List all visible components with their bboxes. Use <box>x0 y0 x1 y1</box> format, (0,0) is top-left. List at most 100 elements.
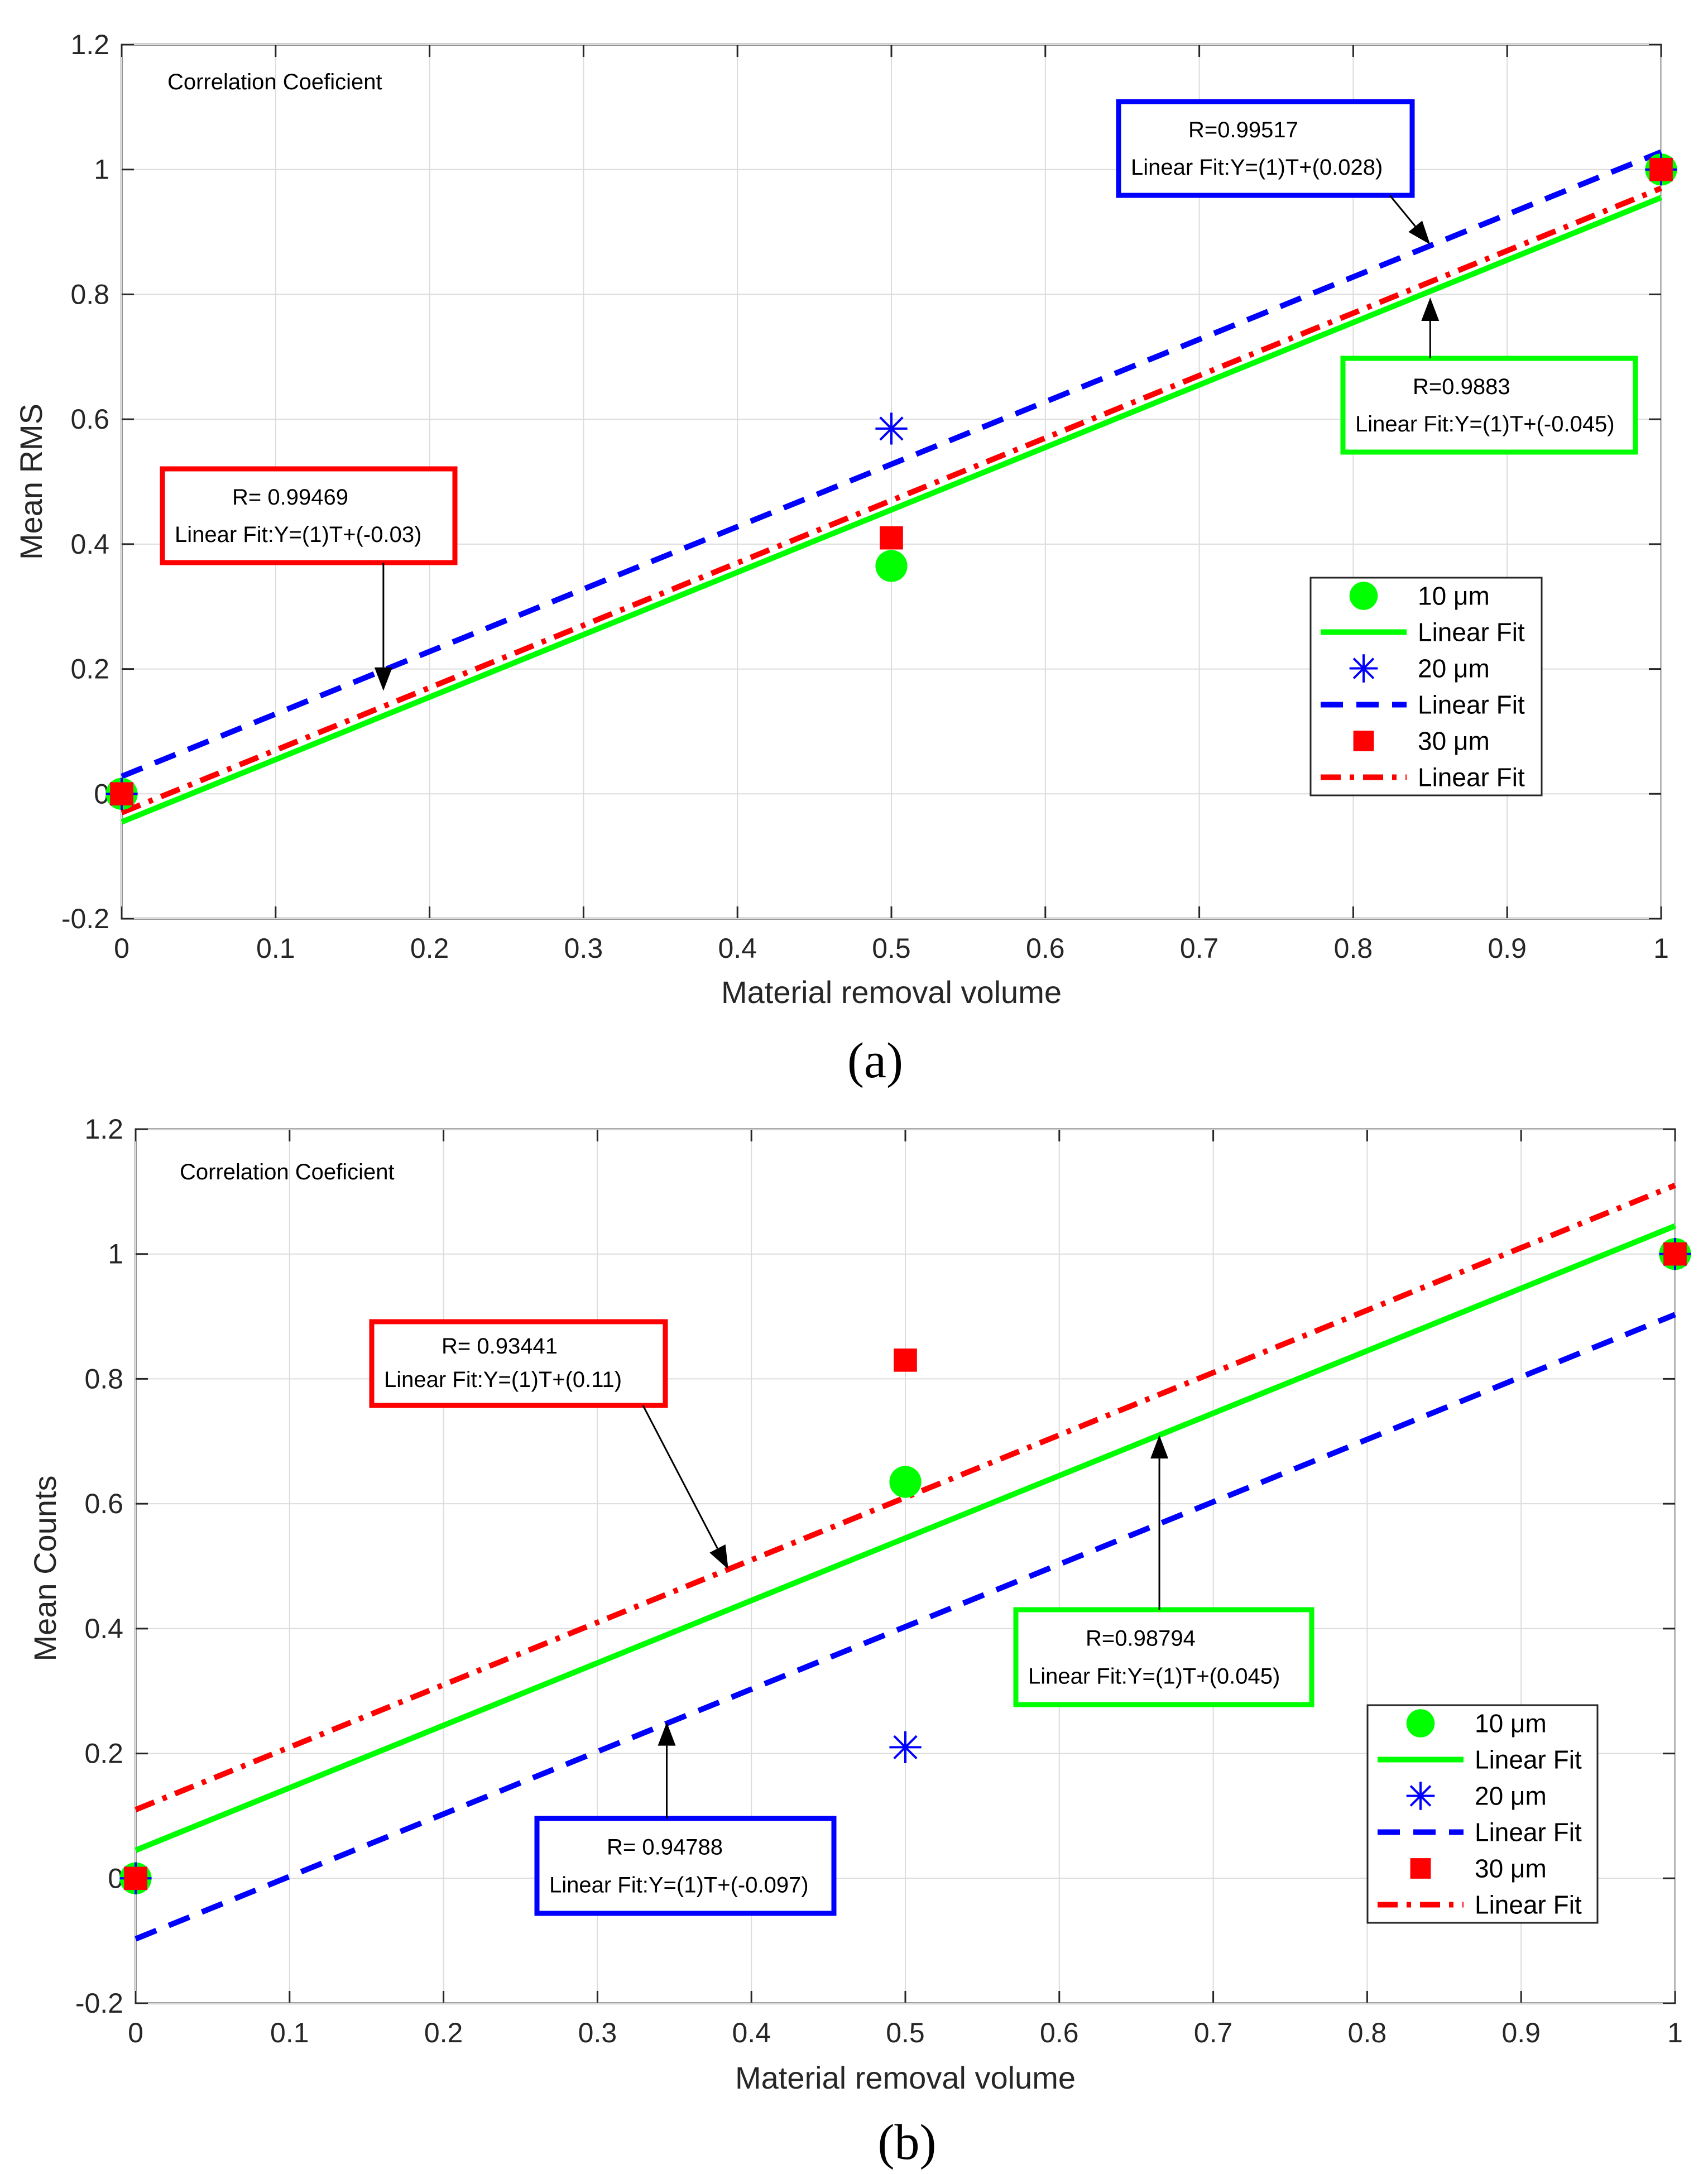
legend-label: Linear Fit <box>1475 1890 1582 1919</box>
x-tick-label: 1 <box>1653 933 1669 964</box>
data-point-square <box>124 1866 147 1890</box>
x-axis-label-a: Material removal volume <box>721 975 1062 1010</box>
annotation-r: R= 0.94788 <box>607 1835 723 1860</box>
y-axis-label-b: Mean Counts <box>27 1475 63 1661</box>
x-tick-label: 0.6 <box>1040 2017 1079 2048</box>
data-point-circle <box>875 550 908 582</box>
y-tick-label: 1.2 <box>84 1114 123 1145</box>
data-point-asterisk <box>889 1731 922 1763</box>
x-tick-label: 0.3 <box>564 933 603 964</box>
caption-b: (b) <box>878 2115 937 2170</box>
x-tick-label: 0.3 <box>578 2017 617 2048</box>
x-tick-label: 0.8 <box>1348 2017 1387 2048</box>
annotation-fit: Linear Fit:Y=(1)T+(0.11) <box>384 1367 622 1392</box>
tick-labels-b: 0 0.1 0.2 0.3 0.4 0.5 0.6 0.7 0.8 0.9 1-0.200.20.4… <box>75 1114 1683 2048</box>
y-tick-label: 0.4 <box>70 529 109 560</box>
annotation-arrow <box>642 1405 718 1549</box>
x-tick-label: 0 <box>114 933 129 964</box>
x-tick-label: 0.2 <box>410 933 449 964</box>
annotation-fit: Linear Fit:Y=(1)T+(0.045) <box>1028 1664 1280 1689</box>
annotations-b: R= 0.93441 Linear Fit:Y=(1)T+(0.11) R=0.98… <box>369 1319 1314 1916</box>
x-tick-label: 0.2 <box>424 2017 463 2048</box>
corner-note-a: Correlation Coeficient <box>167 70 382 94</box>
legend-label: 10 μm <box>1475 1709 1547 1738</box>
fit-lines-a <box>121 149 1662 825</box>
data-point-square <box>1663 1242 1687 1266</box>
annotation-arrow <box>1389 195 1416 227</box>
x-tick-label: 0 <box>128 2017 143 2048</box>
fit-line-10m <box>121 195 1662 825</box>
x-tick-label: 0.1 <box>256 933 295 964</box>
legend-label: 10 μm <box>1418 582 1490 611</box>
tick-labels-a: 0 0.1 0.2 0.3 0.4 0.5 0.6 0.7 0.8 0.9 1-0.200.20.4… <box>61 29 1669 964</box>
y-tick-label: 0.6 <box>84 1488 123 1519</box>
legend-marker-symbol <box>1353 731 1374 751</box>
x-tick-label: 1 <box>1667 2017 1683 2048</box>
fit-line-20m <box>135 1312 1676 1942</box>
chart-b: 0 0.1 0.2 0.3 0.4 0.5 0.6 0.7 0.8 0.9 1-0.200.20.4… <box>27 1114 1691 2170</box>
annotation-frame <box>160 466 458 565</box>
x-tick-label: 0.5 <box>886 2017 925 2048</box>
legend-marker-symbol <box>1349 654 1378 683</box>
x-tick-label: 0.9 <box>1488 933 1527 964</box>
y-axis-label-a: Mean RMS <box>13 404 49 560</box>
x-tick-label: 0.6 <box>1026 933 1065 964</box>
annotation-fit: Linear Fit:Y=(1)T+(-0.045) <box>1355 412 1615 436</box>
data-point-square <box>894 1348 917 1372</box>
annotation-arrowhead <box>658 1722 676 1746</box>
y-tick-label: 1 <box>94 154 109 185</box>
y-tick-label: 1.2 <box>70 29 109 60</box>
annotation-r: R= 0.93441 <box>442 1334 558 1359</box>
data-points-b <box>119 1238 1691 1894</box>
data-points-a <box>105 153 1677 810</box>
y-tick-label: 0.4 <box>84 1613 123 1644</box>
legend-label: Linear Fit <box>1475 1745 1582 1774</box>
chart-a: 0 0.1 0.2 0.3 0.4 0.5 0.6 0.7 0.8 0.9 1-0.200.20.4… <box>13 29 1677 1088</box>
legend-marker-symbol <box>1410 1858 1431 1879</box>
annotation-box: R=0.98794 Linear Fit:Y=(1)T+(0.045) <box>1013 1435 1314 1707</box>
annotation-frame <box>369 1319 668 1408</box>
legend-b: 10 μm Linear Fit 20 μm Linear Fit 30 μm Linea… <box>1366 1704 1599 1924</box>
data-point-asterisk <box>875 412 908 445</box>
annotation-box: R=0.99517 Linear Fit:Y=(1)T+(0.028) <box>1116 99 1431 244</box>
legend-frame <box>1366 1704 1599 1924</box>
legend-marker-symbol <box>1349 582 1378 610</box>
data-point-square <box>880 526 903 550</box>
y-tick-label: 0.8 <box>84 1363 123 1394</box>
legend-marker-symbol <box>1406 1709 1435 1738</box>
data-point-circle <box>889 1466 922 1498</box>
annotation-box: R=0.9883 Linear Fit:Y=(1)T+(-0.045) <box>1340 297 1638 455</box>
legend-label: 30 μm <box>1418 727 1490 756</box>
legend-label: Linear Fit <box>1418 690 1525 719</box>
corner-note-b: Correlation Coeficient <box>180 1160 395 1184</box>
data-point-square <box>1649 157 1673 181</box>
caption-a: (a) <box>847 1033 903 1088</box>
grid-b <box>135 1128 1676 2004</box>
legend-a: 10 μm Linear Fit 20 μm Linear Fit 30 μm Linea… <box>1309 577 1543 796</box>
fit-line-20m <box>121 149 1662 779</box>
y-tick-label: 0.6 <box>70 404 109 435</box>
annotation-box: R= 0.99469 Linear Fit:Y=(1)T+(-0.03) <box>160 466 458 691</box>
y-tick-label: -0.2 <box>61 903 109 934</box>
x-tick-label: 0.7 <box>1180 933 1219 964</box>
legend-label: Linear Fit <box>1418 763 1525 792</box>
annotation-arrowhead <box>1150 1435 1169 1459</box>
x-tick-label: 0.4 <box>732 2017 771 2048</box>
legend-label: 20 μm <box>1418 654 1490 683</box>
annotation-frame <box>1116 99 1415 198</box>
legend-label: 20 μm <box>1475 1782 1547 1811</box>
annotation-box: R= 0.93441 Linear Fit:Y=(1)T+(0.11) <box>369 1319 728 1570</box>
x-tick-label: 0.8 <box>1334 933 1373 964</box>
annotation-r: R=0.9883 <box>1413 375 1510 399</box>
x-tick-label: 0.9 <box>1501 2017 1541 2048</box>
annotation-arrowhead <box>1408 220 1431 244</box>
y-tick-label: 0.2 <box>70 654 109 685</box>
x-tick-label: 0.1 <box>270 2017 309 2048</box>
y-tick-label: 0.2 <box>84 1738 123 1769</box>
annotation-r: R= 0.99469 <box>232 485 348 510</box>
legend-label: Linear Fit <box>1475 1818 1582 1847</box>
annotation-arrowhead <box>374 667 392 691</box>
annotation-arrowhead <box>709 1544 728 1570</box>
fit-lines-b <box>135 1183 1676 1942</box>
